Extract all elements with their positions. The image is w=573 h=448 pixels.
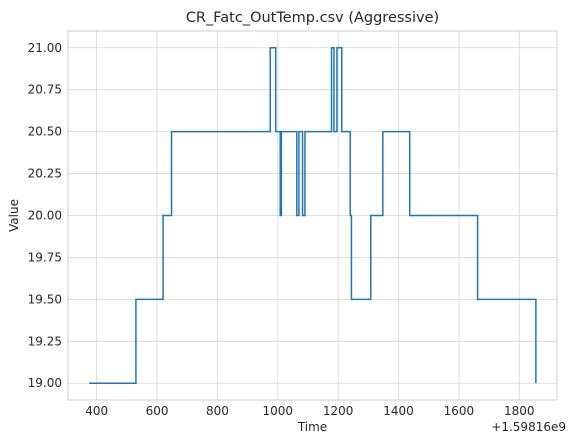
y-axis-label: Value (7, 199, 21, 232)
y-tick-label: 19.75 (28, 250, 62, 264)
y-tick-label: 21.00 (28, 41, 62, 55)
x-tick-label: 1200 (323, 404, 354, 418)
y-tick-labels: 19.00 19.25 19.50 19.75 20.00 20.25 20.50 20.75… (28, 41, 62, 390)
y-tick-label: 20.00 (28, 209, 62, 223)
series-layer (89, 47, 537, 384)
plot-area (67, 30, 558, 401)
x-tick-label: 1600 (444, 404, 475, 418)
y-tick-label: 19.00 (28, 376, 62, 390)
y-tick-label: 19.50 (28, 292, 62, 306)
y-tick-label: 20.50 (28, 125, 62, 139)
x-tick-label: 400 (85, 404, 108, 418)
x-tick-label: 600 (146, 404, 169, 418)
x-tick-label: 1400 (383, 404, 414, 418)
x-tick-label: 800 (206, 404, 229, 418)
y-tick-label: 19.25 (28, 334, 62, 348)
series-line (89, 47, 537, 384)
x-axis-label: Time (297, 420, 327, 434)
x-tick-labels: 400 600 800 1000 1200 1400 1600 1800 (85, 404, 534, 418)
y-tick-label: 20.25 (28, 167, 62, 181)
chart-title: CR_Fatc_OutTemp.csv (Aggressive) (186, 10, 439, 26)
x-tick-label: 1000 (263, 404, 294, 418)
y-tick-label: 20.75 (28, 83, 62, 97)
x-tick-label: 1800 (504, 404, 535, 418)
x-axis-offset-label: +1.59816e9 (491, 420, 566, 434)
